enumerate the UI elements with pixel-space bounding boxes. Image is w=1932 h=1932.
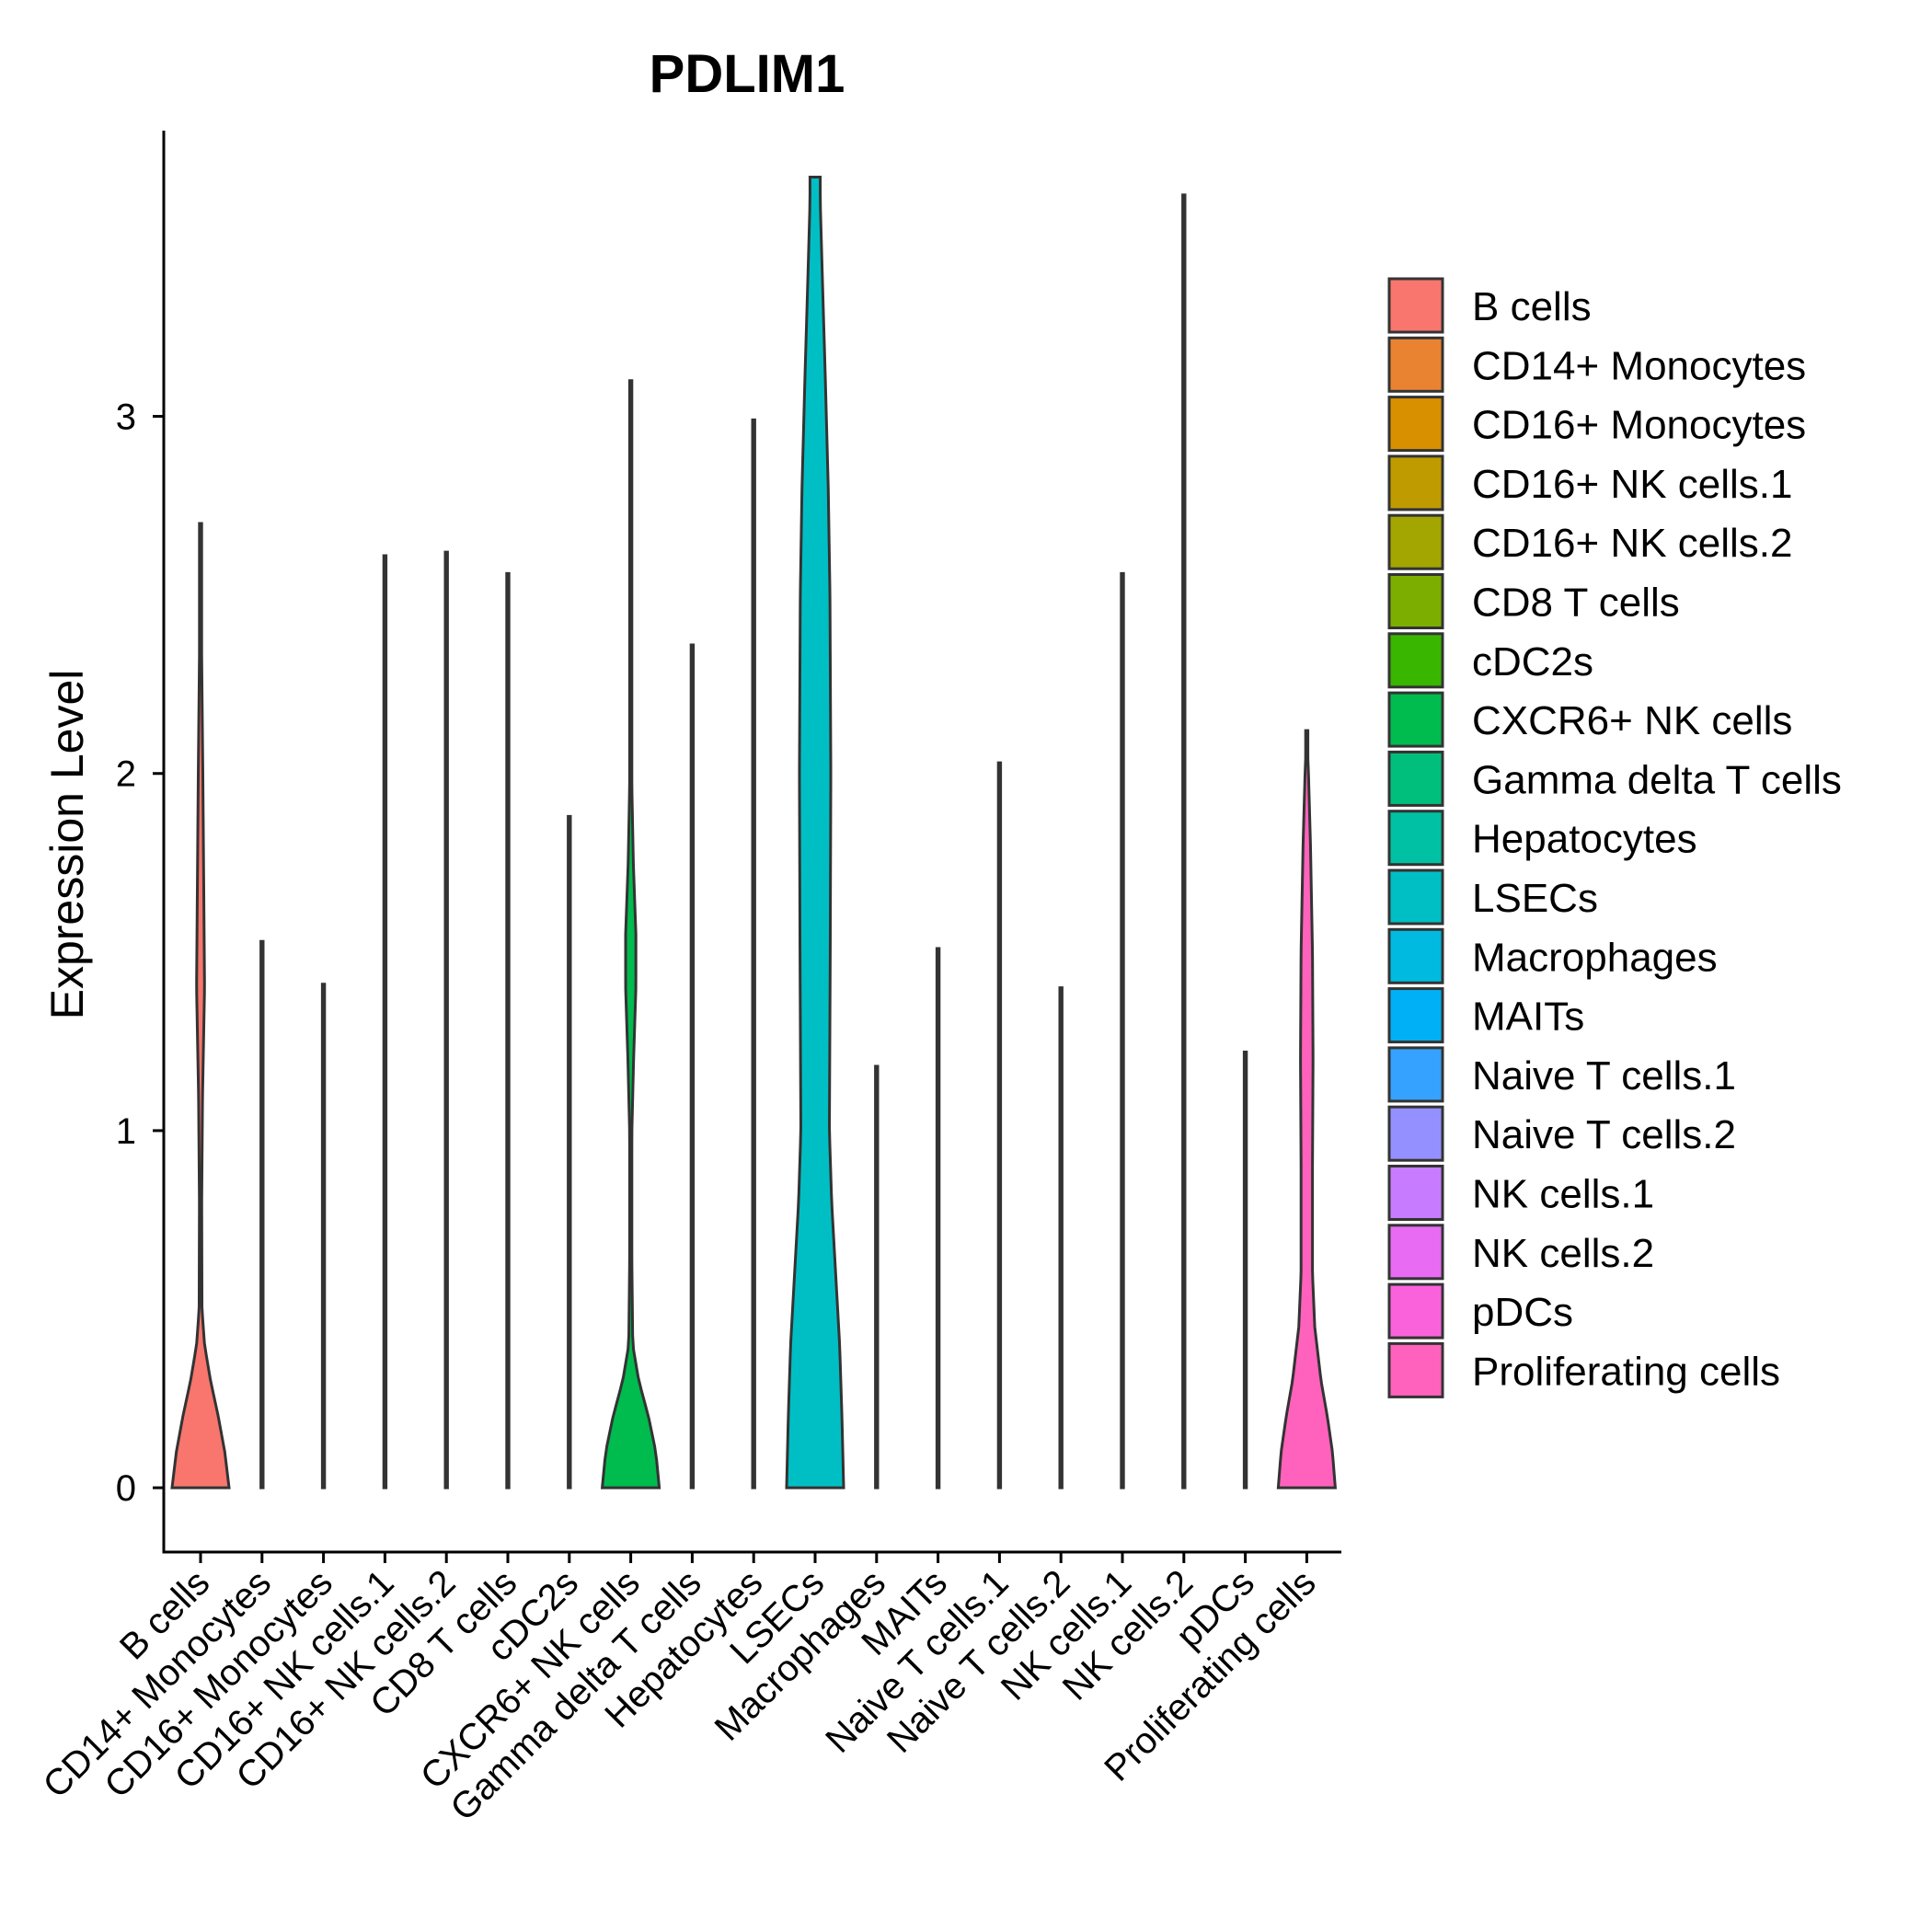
violin-cd8-t-cells xyxy=(505,571,511,1489)
y-tick-label-2: 2 xyxy=(116,754,136,795)
legend-key-nk-cells-1 xyxy=(1387,1165,1444,1221)
legend-key-cd16-plus-nk-cells-1 xyxy=(1387,454,1444,512)
violin-proliferating-cells xyxy=(1276,729,1338,1489)
y-tick-label-1: 1 xyxy=(116,1111,136,1152)
chart-title: PDLIM1 xyxy=(650,44,845,104)
legend-key-cd16-plus-nk-cells-2 xyxy=(1387,513,1444,570)
legend-label-naive-t-cells-2: Naive T cells.2 xyxy=(1472,1112,1736,1157)
legend-label-cdc2s: cDC2s xyxy=(1472,639,1593,684)
violin-gamma-delta-t-cells xyxy=(689,643,696,1489)
legend-label-proliferating-cells: Proliferating cells xyxy=(1472,1349,1780,1394)
violins-layer xyxy=(170,175,1338,1489)
legend-label-pdcs: pDCs xyxy=(1472,1290,1573,1335)
legend-label-cxcr6-plus-nk-cells: CXCR6+ NK cells xyxy=(1472,698,1792,743)
legend-label-cd16-plus-nk-cells-2: CD16+ NK cells.2 xyxy=(1472,521,1792,566)
violin-nk-cells-1 xyxy=(1120,571,1125,1489)
legend-label-maits: MAITs xyxy=(1472,995,1584,1040)
legend-key-cxcr6-plus-nk-cells xyxy=(1387,691,1444,748)
violin-lsecs xyxy=(785,175,845,1489)
violin-macrophages xyxy=(874,1064,880,1489)
violin-cd14-plus-monocytes xyxy=(259,939,265,1489)
legend-key-cd16-plus-monocytes xyxy=(1387,396,1444,453)
violin-naive-t-cells-1 xyxy=(996,761,1003,1489)
y-axis-label: Expression Level xyxy=(41,670,93,1020)
legend-key-hepatocytes xyxy=(1387,810,1444,867)
legend-key-cdc2s xyxy=(1387,632,1444,689)
legend-label-naive-t-cells-1: Naive T cells.1 xyxy=(1472,1053,1736,1098)
violin-cd16-plus-nk-cells-1 xyxy=(382,554,388,1489)
legend-key-lsecs xyxy=(1387,868,1444,926)
legend-label-hepatocytes: Hepatocytes xyxy=(1472,817,1697,862)
legend: B cells CD14+ Monocytes CD16+ Monocytes CD1… xyxy=(1387,277,1842,1398)
legend-label-cd14-plus-monocytes: CD14+ Monocytes xyxy=(1472,343,1806,388)
legend-key-naive-t-cells-2 xyxy=(1387,1105,1444,1162)
y-tick-label-3: 3 xyxy=(116,397,136,438)
y-ticks: 0 1 2 3 xyxy=(116,397,164,1509)
legend-key-gamma-delta-t-cells xyxy=(1387,750,1444,807)
violin-cdc2s xyxy=(567,814,572,1489)
legend-label-gamma-delta-t-cells: Gamma delta T cells xyxy=(1472,757,1842,802)
legend-label-cd16-plus-nk-cells-1: CD16+ NK cells.1 xyxy=(1472,462,1792,507)
legend-key-cd14-plus-monocytes xyxy=(1387,336,1444,393)
violin-nk-cells-2 xyxy=(1181,193,1187,1489)
violin-maits xyxy=(935,947,941,1489)
violin-cd16-plus-nk-cells-2 xyxy=(443,550,449,1489)
legend-label-b-cells: B cells xyxy=(1472,284,1592,329)
violin-b-cells xyxy=(170,522,231,1489)
legend-key-proliferating-cells xyxy=(1387,1341,1444,1398)
legend-label-nk-cells-1: NK cells.1 xyxy=(1472,1172,1654,1217)
legend-label-nk-cells-2: NK cells.2 xyxy=(1472,1231,1654,1276)
violin-cd16-plus-monocytes xyxy=(320,983,327,1489)
violin-hepatocytes xyxy=(751,418,756,1489)
y-tick-label-0: 0 xyxy=(116,1468,136,1509)
legend-key-pdcs xyxy=(1387,1282,1444,1340)
legend-key-b-cells xyxy=(1387,277,1444,334)
axes-layer xyxy=(162,131,1341,1554)
legend-label-macrophages: Macrophages xyxy=(1472,935,1718,980)
legend-label-cd16-plus-monocytes: CD16+ Monocytes xyxy=(1472,403,1806,448)
legend-label-lsecs: LSECs xyxy=(1472,876,1598,921)
legend-label-cd8-t-cells: CD8 T cells xyxy=(1472,581,1680,626)
violin-pdcs xyxy=(1242,1051,1248,1489)
violin-cxcr6-plus-nk-cells xyxy=(600,379,661,1489)
legend-key-cd8-t-cells xyxy=(1387,573,1444,629)
legend-key-macrophages xyxy=(1387,927,1444,984)
legend-key-nk-cells-2 xyxy=(1387,1224,1444,1281)
legend-key-maits xyxy=(1387,987,1444,1044)
violin-naive-t-cells-2 xyxy=(1058,986,1064,1489)
legend-key-naive-t-cells-1 xyxy=(1387,1046,1444,1103)
